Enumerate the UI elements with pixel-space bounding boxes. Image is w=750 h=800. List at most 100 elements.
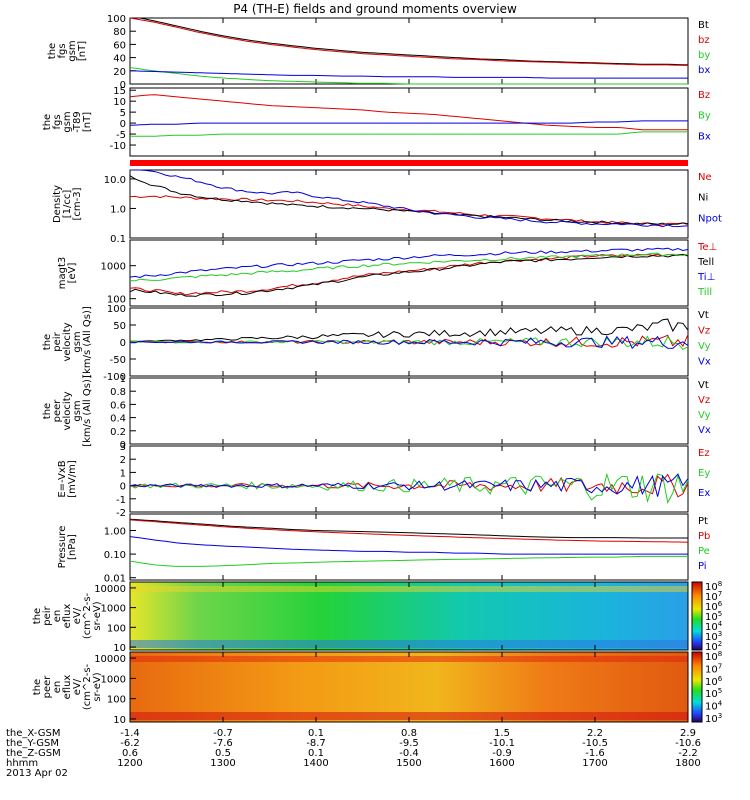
y-tick-label: 0 xyxy=(120,338,126,349)
legend-Pi: Pi xyxy=(698,561,707,572)
y-tick-label: 40 xyxy=(113,54,126,65)
x-axis-value: 1500 xyxy=(396,758,421,769)
y-axis-label-line: Density xyxy=(52,185,63,223)
colorbar-label: 105 xyxy=(705,687,722,700)
y-tick-label: 0.10 xyxy=(104,550,126,561)
y-tick-label: 100 xyxy=(107,304,126,315)
x-axis-value: 0.5 xyxy=(215,748,231,759)
y-tick-label: 60 xyxy=(113,40,126,51)
y-tick-label: -1 xyxy=(116,495,126,506)
series-line-Pt xyxy=(129,518,688,539)
y-tick-label: 2 xyxy=(120,455,126,466)
x-axis-row-label: the_X-GSM xyxy=(6,728,60,739)
legend-Pe: Pe xyxy=(698,546,710,557)
colorbar-label-exponent: 5 xyxy=(718,687,722,695)
series-line-Vz xyxy=(129,334,689,348)
x-axis-value: 1700 xyxy=(582,758,607,769)
y-axis-label-line: the xyxy=(42,334,53,350)
y-tick-label: 1.0 xyxy=(110,204,126,215)
x-axis-value: 1800 xyxy=(675,758,700,769)
panel-frame-0 xyxy=(129,17,689,85)
y-tick-label: 0 xyxy=(120,119,126,130)
legend-Bz: Bz xyxy=(698,90,710,101)
x-axis-value: -10.5 xyxy=(582,738,608,749)
y-axis-label-9: the peer en eflux eV/(cm^2-s-sr-eV) xyxy=(32,663,103,710)
y-axis-label-line: sr-eV) xyxy=(92,672,103,701)
y-tick-label: 0 xyxy=(120,80,126,91)
y-tick-label: 0 xyxy=(120,482,126,493)
x-axis-date: 2013 Apr 02 xyxy=(6,768,68,779)
x-axis-value: 1600 xyxy=(489,758,514,769)
series-line-Tell xyxy=(129,253,689,297)
colorbar-label-exponent: 3 xyxy=(718,712,722,720)
series-line-bz xyxy=(129,17,689,66)
y-axis-label-line: en xyxy=(52,681,63,694)
y-axis-label-8: the peir en eflux eV/(cm^2-s-sr-eV) xyxy=(32,592,103,639)
heatmap-body-8 xyxy=(130,582,688,650)
red-separator-bar xyxy=(130,160,688,166)
y-tick-label: 10000 xyxy=(94,584,126,595)
y-axis-label-line: [nPa] xyxy=(67,534,78,560)
colorbar-label: 106 xyxy=(705,675,723,688)
y-tick-label: 10000 xyxy=(94,654,126,665)
heatmap-band xyxy=(130,640,688,648)
y-axis-label-line: peir xyxy=(52,331,63,351)
y-axis-label-line: [1/cc] xyxy=(62,190,73,219)
x-axis-row-label: hhmm xyxy=(6,758,38,769)
y-axis-label-line: [cm-3] xyxy=(72,187,83,220)
series-line-Vx xyxy=(130,335,689,350)
legend-Vz: Vz xyxy=(698,326,710,337)
series-line-Pe xyxy=(129,555,688,567)
x-axis-value: 2.9 xyxy=(680,728,696,739)
colorbar-label: 104 xyxy=(705,700,723,713)
x-axis-value: -0.7 xyxy=(213,728,233,739)
colorbar-label-exponent: 5 xyxy=(718,610,722,618)
x-axis-value: 1400 xyxy=(303,758,328,769)
y-axis-label-line: peir xyxy=(42,605,53,625)
x-axis-value: 1200 xyxy=(117,758,142,769)
series-line-Bz xyxy=(129,94,688,131)
y-axis-label-line: the xyxy=(42,403,53,419)
y-tick-label: 3 xyxy=(120,442,126,453)
colorbar-label-exponent: 8 xyxy=(718,580,722,588)
legend-bx: bx xyxy=(698,65,710,76)
legend-Pb: Pb xyxy=(698,531,710,542)
y-axis-label-line: eV/ xyxy=(72,678,83,695)
legend-Ez: Ez xyxy=(698,448,710,459)
legend-Vx: Vx xyxy=(698,357,711,368)
x-axis-value: -8.7 xyxy=(306,738,326,749)
x-axis-value: -9.5 xyxy=(399,738,419,749)
y-tick-label: -100 xyxy=(103,372,126,383)
legend-Vy: Vy xyxy=(698,410,711,421)
y-axis-label-line: Pressure xyxy=(57,526,68,569)
y-axis-label-2: Density [1/cc] [cm-3] xyxy=(52,185,83,223)
y-tick-label: 80 xyxy=(113,27,126,38)
x-axis-row-label: the_Y-GSM xyxy=(6,738,59,749)
y-tick-label: 100 xyxy=(107,623,126,634)
y-axis-label-line: the xyxy=(47,43,58,59)
x-axis-value: 0.6 xyxy=(122,748,138,759)
series-line-Ni xyxy=(129,175,689,226)
colorbar-label-exponent: 4 xyxy=(718,700,723,708)
y-axis-label-line: gsm xyxy=(62,111,73,132)
y-tick-label: 1000 xyxy=(101,604,126,615)
x-axis-value: 1300 xyxy=(210,758,235,769)
y-tick-label: 5 xyxy=(120,108,126,119)
series-line-Pb xyxy=(129,519,689,543)
y-tick-label: 20 xyxy=(113,67,126,78)
series-line-Vt xyxy=(130,318,689,342)
y-axis-label-line: [nT] xyxy=(82,112,93,132)
heatmap-body-9 xyxy=(130,652,688,722)
y-axis-label-6: E=-VxB [mV/m] xyxy=(57,460,78,498)
y-tick-label: -5 xyxy=(116,130,126,141)
colorbar-8 xyxy=(691,581,703,651)
y-axis-label-1: the fgs gsm -T89 [nT] xyxy=(42,111,93,133)
colorbar-label-exponent: 6 xyxy=(718,600,723,608)
y-axis-label-line: the xyxy=(42,114,53,130)
y-tick-label: 1000 xyxy=(101,262,126,273)
x-axis-value: 0.1 xyxy=(308,748,324,759)
series-line-Ex xyxy=(129,473,689,497)
x-axis-value: -6.2 xyxy=(120,738,140,749)
y-tick-label: 1 xyxy=(120,374,126,385)
x-axis-value: -1.6 xyxy=(585,748,605,759)
